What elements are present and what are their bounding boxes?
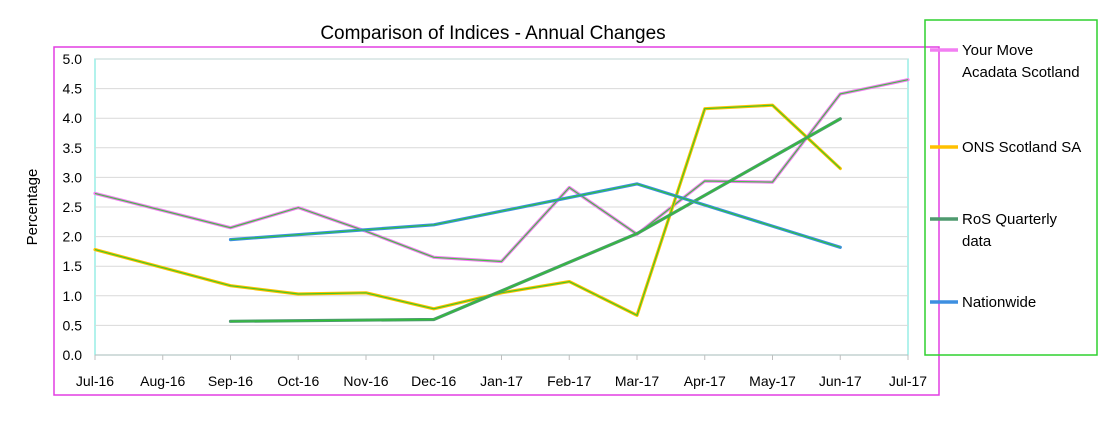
series-line-overlay bbox=[94, 104, 841, 317]
legend-label: Acadata Scotland bbox=[962, 64, 1080, 81]
x-tick-label: Oct-16 bbox=[277, 373, 319, 389]
y-tick-label: 2.5 bbox=[63, 199, 83, 215]
y-tick-label: 0.5 bbox=[63, 317, 83, 333]
legend: Your Move Acadata Scotland ONS Scotland SA… bbox=[930, 42, 1081, 311]
legend-item: Your Move Acadata Scotland bbox=[930, 42, 1080, 81]
legend-item: ONS Scotland SA bbox=[930, 139, 1081, 156]
x-tick-label: Jan-17 bbox=[480, 373, 523, 389]
x-tick-label: Mar-17 bbox=[615, 373, 660, 389]
y-tick-label: 3.5 bbox=[63, 140, 83, 156]
x-tick-label: Apr-17 bbox=[684, 373, 726, 389]
y-tick-label: 1.5 bbox=[63, 258, 83, 274]
x-tick-label: Jul-16 bbox=[76, 373, 114, 389]
x-tick-label: Jun-17 bbox=[819, 373, 862, 389]
x-tick-label: Dec-16 bbox=[411, 373, 456, 389]
chart-area-border bbox=[53, 46, 940, 396]
legend-label: RoS Quarterly bbox=[962, 211, 1058, 228]
legend-label: data bbox=[962, 233, 992, 250]
y-tick-label: 4.0 bbox=[63, 110, 83, 126]
y-tick-label: 0.0 bbox=[63, 347, 83, 363]
series-line-ons-scotland-sa bbox=[93, 103, 842, 317]
series-line-overlay bbox=[94, 79, 909, 263]
x-tick-label: Nov-16 bbox=[343, 373, 388, 389]
x-tick-label: May-17 bbox=[749, 373, 796, 389]
legend-label: ONS Scotland SA bbox=[962, 139, 1081, 156]
x-tick-label: Feb-17 bbox=[547, 373, 592, 389]
y-tick-label: 4.5 bbox=[63, 81, 83, 97]
gridlines bbox=[95, 58, 908, 356]
y-tick-label: 5.0 bbox=[63, 51, 83, 67]
series-layer bbox=[93, 78, 910, 323]
legend-label: Your Move bbox=[962, 42, 1033, 59]
legend-box bbox=[924, 19, 1098, 356]
legend-item: Nationwide bbox=[930, 294, 1036, 311]
y-axis-ticks: 0.0 0.5 1.0 1.5 2.0 2.5 3.0 3.5 4.0 4.5 5.0 bbox=[63, 51, 83, 363]
legend-label: Nationwide bbox=[962, 294, 1036, 311]
series-line-overlay bbox=[230, 183, 841, 248]
y-axis-label: Percentage bbox=[24, 169, 41, 246]
x-axis-ticks: Jul-16 Aug-16 Sep-16 Oct-16 Nov-16 Dec-16 Jan-… bbox=[76, 355, 927, 389]
series-line-overlay bbox=[230, 118, 841, 322]
legend-item: RoS Quarterly data bbox=[930, 211, 1058, 250]
x-tick-label: Sep-16 bbox=[208, 373, 253, 389]
series-line-your-move-acadata-scotland bbox=[93, 78, 910, 264]
x-tick-label: Aug-16 bbox=[140, 373, 185, 389]
y-tick-label: 2.0 bbox=[63, 229, 83, 245]
x-tick-label: Jul-17 bbox=[889, 373, 927, 389]
y-tick-label: 3.0 bbox=[63, 169, 83, 185]
chart-title: Comparison of Indices - Annual Changes bbox=[320, 23, 665, 44]
y-tick-label: 1.0 bbox=[63, 288, 83, 304]
